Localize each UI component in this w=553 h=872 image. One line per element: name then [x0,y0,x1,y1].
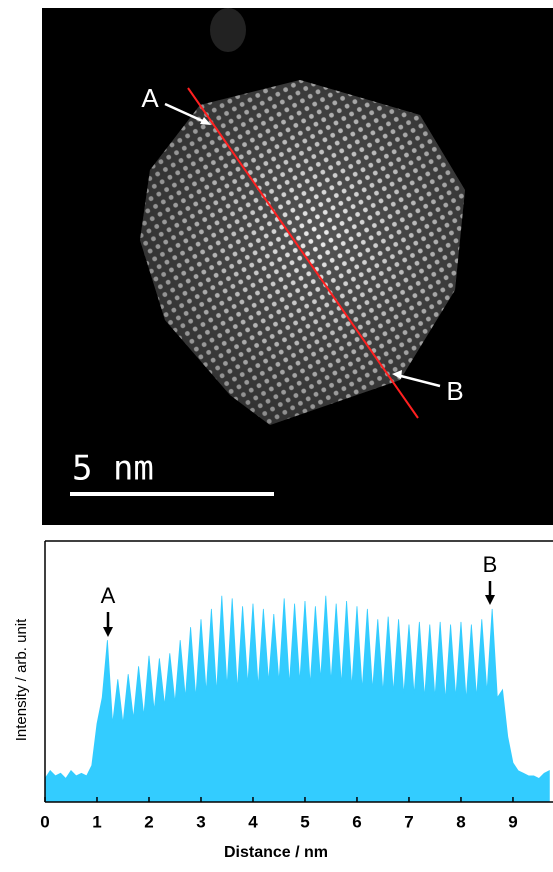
annotation-arrowhead [485,595,495,605]
label-a: A [141,83,159,113]
x-axis-label: Distance / nm [224,844,328,861]
annotation-arrowhead [103,627,113,637]
micrograph: A B 5 nm [42,8,553,525]
speck [210,8,246,52]
y-axis-label: Intensity / arb. unit [13,618,30,741]
x-tick-label: 3 [196,812,205,831]
x-tick-label: 9 [508,812,517,831]
page: {"image": {"label_a": "A", "label_b": "B… [0,0,553,867]
figure: A B 5 nm 0 1 2 3 4 5 6 7 8 9 A B Distance / nm In… [0,0,553,867]
plot: 0 1 2 3 4 5 6 7 8 9 [40,541,553,831]
x-tick-label: 4 [248,812,258,831]
profile-area [45,596,549,802]
annotation: A [101,583,116,608]
x-tick-label: 1 [92,812,101,831]
x-tick-label: 7 [404,812,413,831]
label-b: B [446,376,463,406]
annotation: B [483,552,498,577]
scale-bar-label: 5 nm [72,449,154,489]
x-tick-label: 2 [144,812,153,831]
x-tick-label: 6 [352,812,361,831]
x-tick-label: 0 [40,812,49,831]
x-tick-label: 5 [300,812,309,831]
x-tick-label: 8 [456,812,465,831]
